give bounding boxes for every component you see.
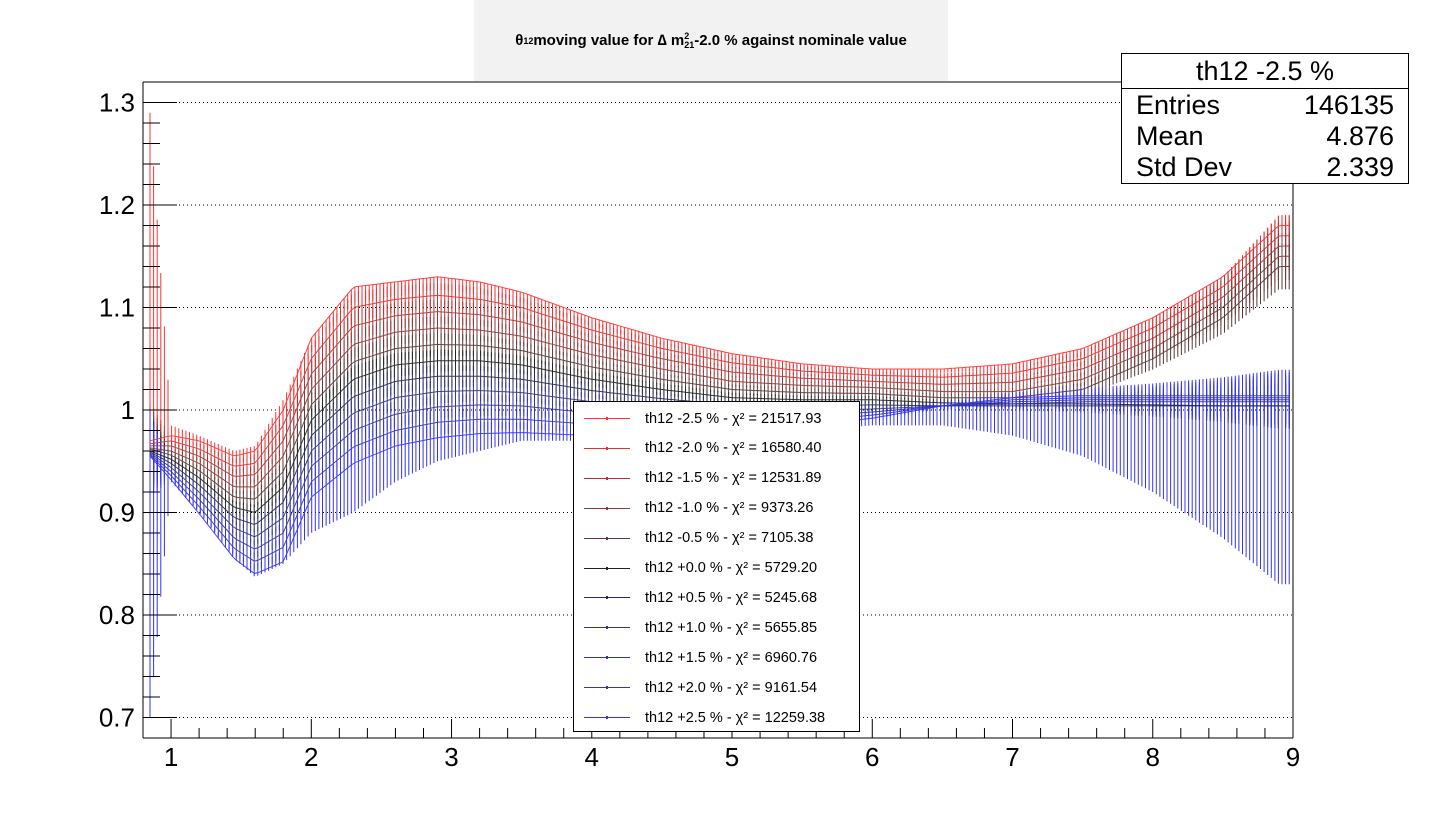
title-mid: moving value for ∆ m — [533, 32, 685, 49]
x-tick-label: 9 — [1286, 742, 1300, 772]
legend-entry: th12 -0.5 % - χ² = 7105.38 — [574, 524, 859, 553]
stats-row-stddev: Std Dev 2.339 — [1122, 151, 1408, 182]
stats-label: Mean — [1136, 121, 1204, 151]
legend-entry: th12 +1.5 % - χ² = 6960.76 — [574, 643, 859, 672]
stats-title: th12 -2.5 % — [1122, 54, 1408, 89]
title-supsub: 2 21 — [684, 30, 695, 50]
legend-label: th12 +2.0 % - χ² = 9161.54 — [645, 679, 818, 696]
legend-entry: th12 -1.0 % - χ² = 9373.26 — [574, 494, 859, 523]
stats-value: 4.876 — [1326, 121, 1394, 151]
legend-label: th12 +0.5 % - χ² = 5245.68 — [645, 589, 818, 606]
y-tick-label: 1 — [121, 395, 135, 425]
series-line — [149, 235, 1290, 467]
y-tick-label: 0.8 — [99, 600, 135, 630]
stats-value: 2.339 — [1326, 152, 1394, 182]
legend-label: th12 -1.0 % - χ² = 9373.26 — [645, 500, 814, 517]
series-line — [149, 360, 1290, 513]
series-line — [149, 266, 1290, 500]
y-tick-label: 1.3 — [99, 88, 135, 118]
legend-swatch — [584, 417, 630, 420]
legend-swatch — [584, 686, 630, 690]
legend-swatch — [584, 596, 630, 600]
series-line — [149, 225, 1290, 457]
y-tick-label: 1.1 — [99, 293, 135, 323]
legend-entry: th12 -2.0 % - χ² = 16580.40 — [574, 434, 859, 463]
series-line — [149, 255, 1290, 488]
y-tick-label: 0.9 — [99, 498, 135, 528]
stats-box: th12 -2.5 % Entries 146135 Mean 4.876 St… — [1121, 53, 1409, 184]
legend-swatch — [584, 476, 630, 480]
legend-label: th12 +0.0 % - χ² = 5729.20 — [645, 560, 818, 576]
legend-entry: th12 +2.0 % - χ² = 9161.54 — [574, 673, 859, 702]
x-tick-label: 1 — [164, 742, 178, 772]
legend-swatch — [584, 716, 630, 719]
legend-entry: th12 -2.5 % - χ² = 21517.93 — [574, 404, 859, 433]
legend-label: th12 -1.5 % - χ² = 12531.89 — [645, 470, 822, 487]
title-suffix: -2.0 % against nominale value — [694, 32, 907, 49]
x-tick-label: 4 — [585, 742, 599, 772]
y-tick-label: 1.2 — [99, 190, 135, 220]
legend-entry: th12 +0.5 % - χ² = 5245.68 — [574, 583, 859, 612]
legend-entry: th12 +2.5 % - χ² = 12259.38 — [574, 703, 859, 732]
legend: th12 -2.5 % - χ² = 21517.93 th12 -2.0 % -… — [573, 401, 860, 732]
x-tick-label: 7 — [1005, 742, 1019, 772]
legend-swatch — [584, 626, 630, 630]
stats-value: 146135 — [1303, 90, 1394, 120]
legend-swatch — [584, 506, 630, 510]
legend-label: th12 +2.5 % - χ² = 12259.38 — [645, 709, 826, 726]
legend-entry: th12 -1.5 % - χ² = 12531.89 — [574, 464, 859, 493]
legend-entry: th12 +0.0 % - χ² = 5729.20 — [574, 554, 859, 583]
legend-label: th12 +1.5 % - χ² = 6960.76 — [645, 649, 818, 666]
legend-swatch — [584, 656, 630, 660]
x-tick-label: 3 — [444, 742, 458, 772]
x-tick-label: 2 — [304, 742, 318, 772]
legend-entry: th12 +1.0 % - χ² = 5655.85 — [574, 613, 859, 642]
x-tick-label: 8 — [1146, 742, 1160, 772]
legend-swatch — [584, 566, 630, 570]
y-tick-label: 0.7 — [99, 703, 135, 733]
title-sub: 21 — [684, 39, 695, 50]
x-tick-label: 6 — [865, 742, 879, 772]
legend-label: th12 +1.0 % - χ² = 5655.85 — [645, 619, 818, 636]
series-line — [150, 245, 1290, 477]
stats-row-entries: Entries 146135 — [1122, 89, 1408, 120]
legend-swatch — [584, 536, 630, 540]
legend-label: th12 -0.5 % - χ² = 7105.38 — [645, 530, 814, 547]
x-tick-label: 5 — [725, 742, 739, 772]
stats-label: Std Dev — [1136, 152, 1233, 182]
title-prefix-sub: 12 — [523, 35, 534, 46]
legend-label: th12 -2.5 % - χ² = 21517.93 — [645, 410, 822, 427]
title-sup: 2 — [684, 30, 690, 41]
legend-label: th12 -2.0 % - χ² = 16580.40 — [645, 440, 822, 457]
chart-title: θ 12 moving value for ∆ m 2 21 -2.0 % again… — [474, 0, 948, 81]
stats-row-mean: Mean 4.876 — [1122, 120, 1408, 151]
legend-swatch — [584, 446, 630, 450]
title-prefix: θ — [515, 32, 524, 49]
stats-label: Entries — [1136, 90, 1221, 120]
